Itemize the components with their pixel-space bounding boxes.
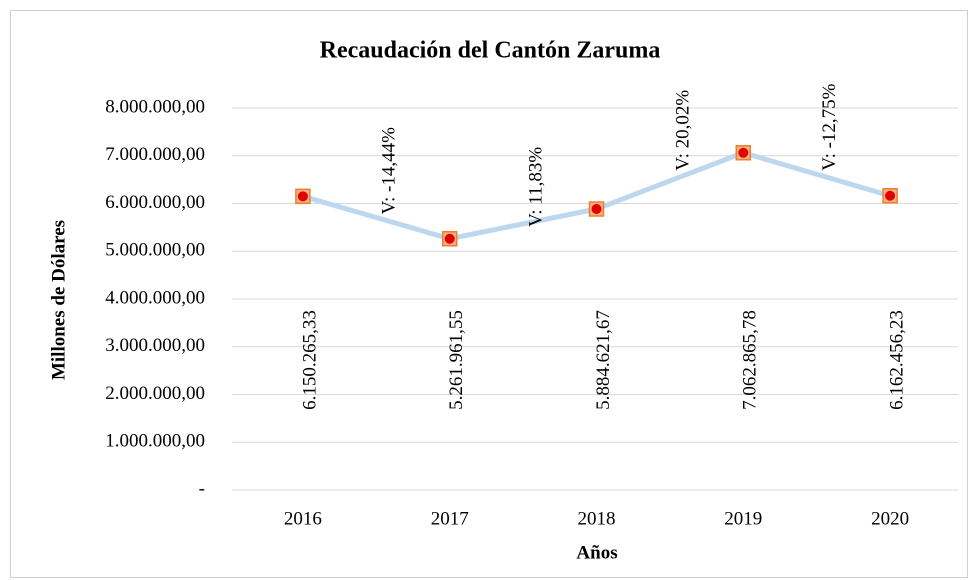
x-tick-label: 2016	[284, 508, 322, 529]
chart-title: Recaudación del Cantón Zaruma	[320, 38, 661, 64]
x-tick-label: 2018	[578, 508, 616, 529]
chart-frame	[10, 10, 968, 578]
x-tick-label: 2017	[431, 508, 469, 529]
data-label: 6.150.265,33	[299, 310, 320, 410]
annotation: V: 20,02%	[672, 90, 693, 171]
y-tick-label: 5.000.000,00	[105, 240, 205, 261]
y-tick-label: 1.000.000,00	[105, 431, 205, 452]
annotation: V: 11,83%	[525, 147, 546, 227]
x-tick-label: 2019	[724, 508, 762, 529]
marker	[444, 233, 455, 244]
data-label: 7.062.865,78	[740, 310, 761, 410]
annotation: V: -14,44%	[379, 127, 400, 214]
y-tick-label: -	[199, 478, 205, 499]
y-tick-label: 6.000.000,00	[105, 192, 205, 213]
data-label: 5.884.621,67	[593, 310, 614, 410]
marker	[591, 204, 602, 215]
y-tick-label: 4.000.000,00	[105, 287, 205, 308]
x-axis-label: Años	[576, 542, 617, 563]
y-axis-label: Millones de Dólares	[48, 220, 69, 380]
data-label: 5.261.961,55	[446, 310, 467, 410]
y-tick-label: 7.000.000,00	[105, 144, 205, 165]
x-tick-label: 2020	[871, 508, 909, 529]
data-label: 6.162.456,23	[886, 310, 907, 410]
y-tick-label: 3.000.000,00	[105, 335, 205, 356]
y-tick-label: 2.000.000,00	[105, 383, 205, 404]
marker	[297, 191, 308, 202]
marker	[885, 190, 896, 201]
annotation: V: -12,75%	[819, 83, 840, 170]
marker	[738, 147, 749, 158]
y-tick-label: 8.000.000,00	[105, 96, 205, 117]
